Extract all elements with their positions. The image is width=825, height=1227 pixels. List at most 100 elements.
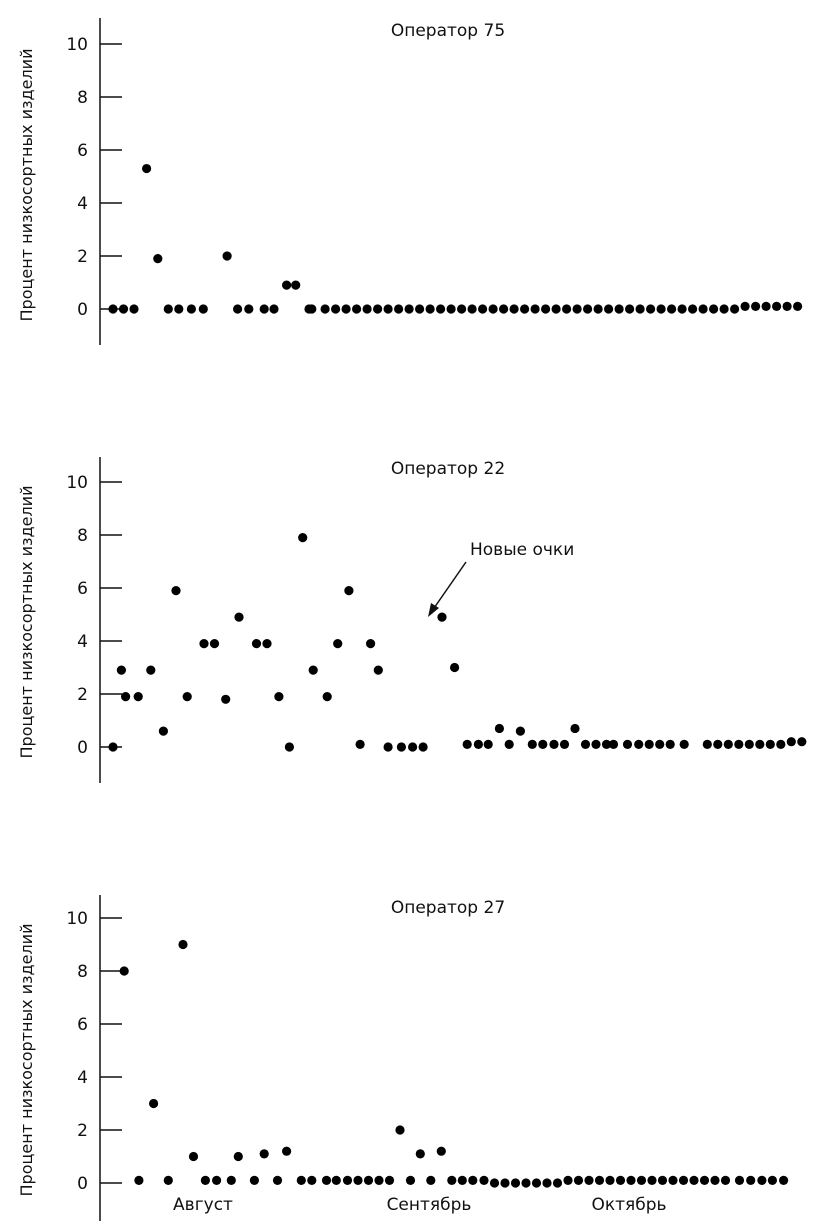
- data-point: [457, 304, 467, 314]
- data-point: [200, 1175, 210, 1185]
- data-point: [251, 639, 262, 649]
- data-point: [425, 304, 435, 314]
- data-point: [186, 304, 196, 314]
- data-point: [307, 1175, 317, 1185]
- data-point: [249, 1175, 259, 1185]
- data-point: [679, 739, 689, 749]
- data-point: [363, 1175, 374, 1185]
- data-point: [698, 304, 708, 314]
- y-tick-label: 10: [66, 909, 88, 929]
- data-point: [489, 1178, 500, 1188]
- data-point: [530, 304, 540, 314]
- data-point: [601, 739, 612, 749]
- data-point: [383, 742, 393, 752]
- data-point: [702, 739, 712, 749]
- data-point: [710, 1175, 720, 1185]
- x-tick-label-september: Сентябрь: [387, 1195, 472, 1215]
- data-point: [146, 665, 156, 675]
- data-point: [199, 639, 209, 649]
- data-point: [418, 742, 428, 752]
- data-point: [786, 737, 796, 747]
- data-point: [163, 304, 173, 314]
- data-point: [259, 1149, 269, 1159]
- data-point: [171, 586, 181, 596]
- data-point: [655, 739, 665, 749]
- y-tick-label: 6: [77, 1015, 88, 1035]
- data-point: [772, 301, 782, 311]
- data-point: [366, 639, 376, 649]
- data-point: [342, 1175, 353, 1185]
- data-point: [262, 639, 272, 649]
- data-point: [562, 304, 572, 314]
- data-point: [298, 533, 308, 543]
- y-tick-label: 10: [66, 473, 88, 493]
- data-point: [730, 304, 740, 314]
- data-point: [793, 301, 803, 311]
- data-point: [129, 304, 139, 314]
- y-tick-label: 8: [77, 88, 88, 108]
- data-point: [483, 739, 493, 749]
- data-point: [625, 304, 635, 314]
- y-tick-label: 4: [77, 1068, 88, 1088]
- data-point: [274, 692, 284, 702]
- data-point: [178, 939, 188, 950]
- data-point: [282, 1146, 292, 1156]
- data-point: [689, 1175, 699, 1185]
- data-point: [521, 1178, 531, 1188]
- data-point: [479, 1175, 489, 1185]
- data-point: [699, 1175, 710, 1185]
- data-point: [272, 1175, 283, 1185]
- data-point: [593, 304, 603, 314]
- data-point: [119, 966, 129, 976]
- data-point: [355, 739, 365, 749]
- data-point: [647, 1175, 657, 1185]
- data-point: [182, 692, 192, 702]
- data-point: [158, 726, 168, 736]
- data-point: [635, 304, 645, 314]
- data-point: [383, 304, 393, 314]
- data-point: [688, 304, 698, 314]
- data-point: [118, 304, 129, 314]
- data-point: [415, 1149, 425, 1159]
- y-tick-label: 6: [77, 579, 88, 599]
- data-point: [767, 1175, 778, 1185]
- data-point: [473, 739, 483, 749]
- y-tick-label: 2: [77, 247, 88, 267]
- data-point: [761, 301, 771, 311]
- data-point: [583, 304, 593, 314]
- data-point: [149, 1098, 159, 1109]
- data-point: [296, 1175, 306, 1185]
- y-tick-label: 0: [77, 738, 88, 758]
- data-point: [447, 1175, 457, 1185]
- data-point: [755, 739, 765, 749]
- data-point: [723, 739, 733, 749]
- data-point: [572, 304, 582, 314]
- data-point: [626, 1175, 636, 1185]
- data-point: [331, 304, 341, 314]
- x-tick-label-october: Октябрь: [591, 1195, 666, 1215]
- data-point: [615, 1175, 626, 1185]
- data-point: [321, 1175, 332, 1185]
- data-point: [362, 304, 372, 314]
- data-point: [677, 304, 687, 314]
- y-tick-label: 4: [77, 632, 88, 652]
- data-point: [720, 1175, 731, 1185]
- data-point: [665, 739, 675, 749]
- data-point: [373, 304, 383, 314]
- data-point: [646, 304, 656, 314]
- panel-title: Оператор 27: [391, 898, 505, 918]
- y-tick-label: 0: [77, 300, 88, 320]
- data-point: [746, 1175, 756, 1185]
- data-point: [542, 1178, 552, 1188]
- panel-operator-22: Оператор 22 Процент низкосортных изделий…: [17, 457, 807, 783]
- data-point: [734, 739, 744, 749]
- y-tick-label: 6: [77, 141, 88, 161]
- data-point: [744, 739, 754, 749]
- data-point: [757, 1175, 767, 1185]
- data-point: [133, 692, 143, 702]
- data-point: [604, 304, 614, 314]
- data-point: [134, 1175, 144, 1185]
- data-point: [636, 1175, 647, 1185]
- data-point: [209, 639, 220, 649]
